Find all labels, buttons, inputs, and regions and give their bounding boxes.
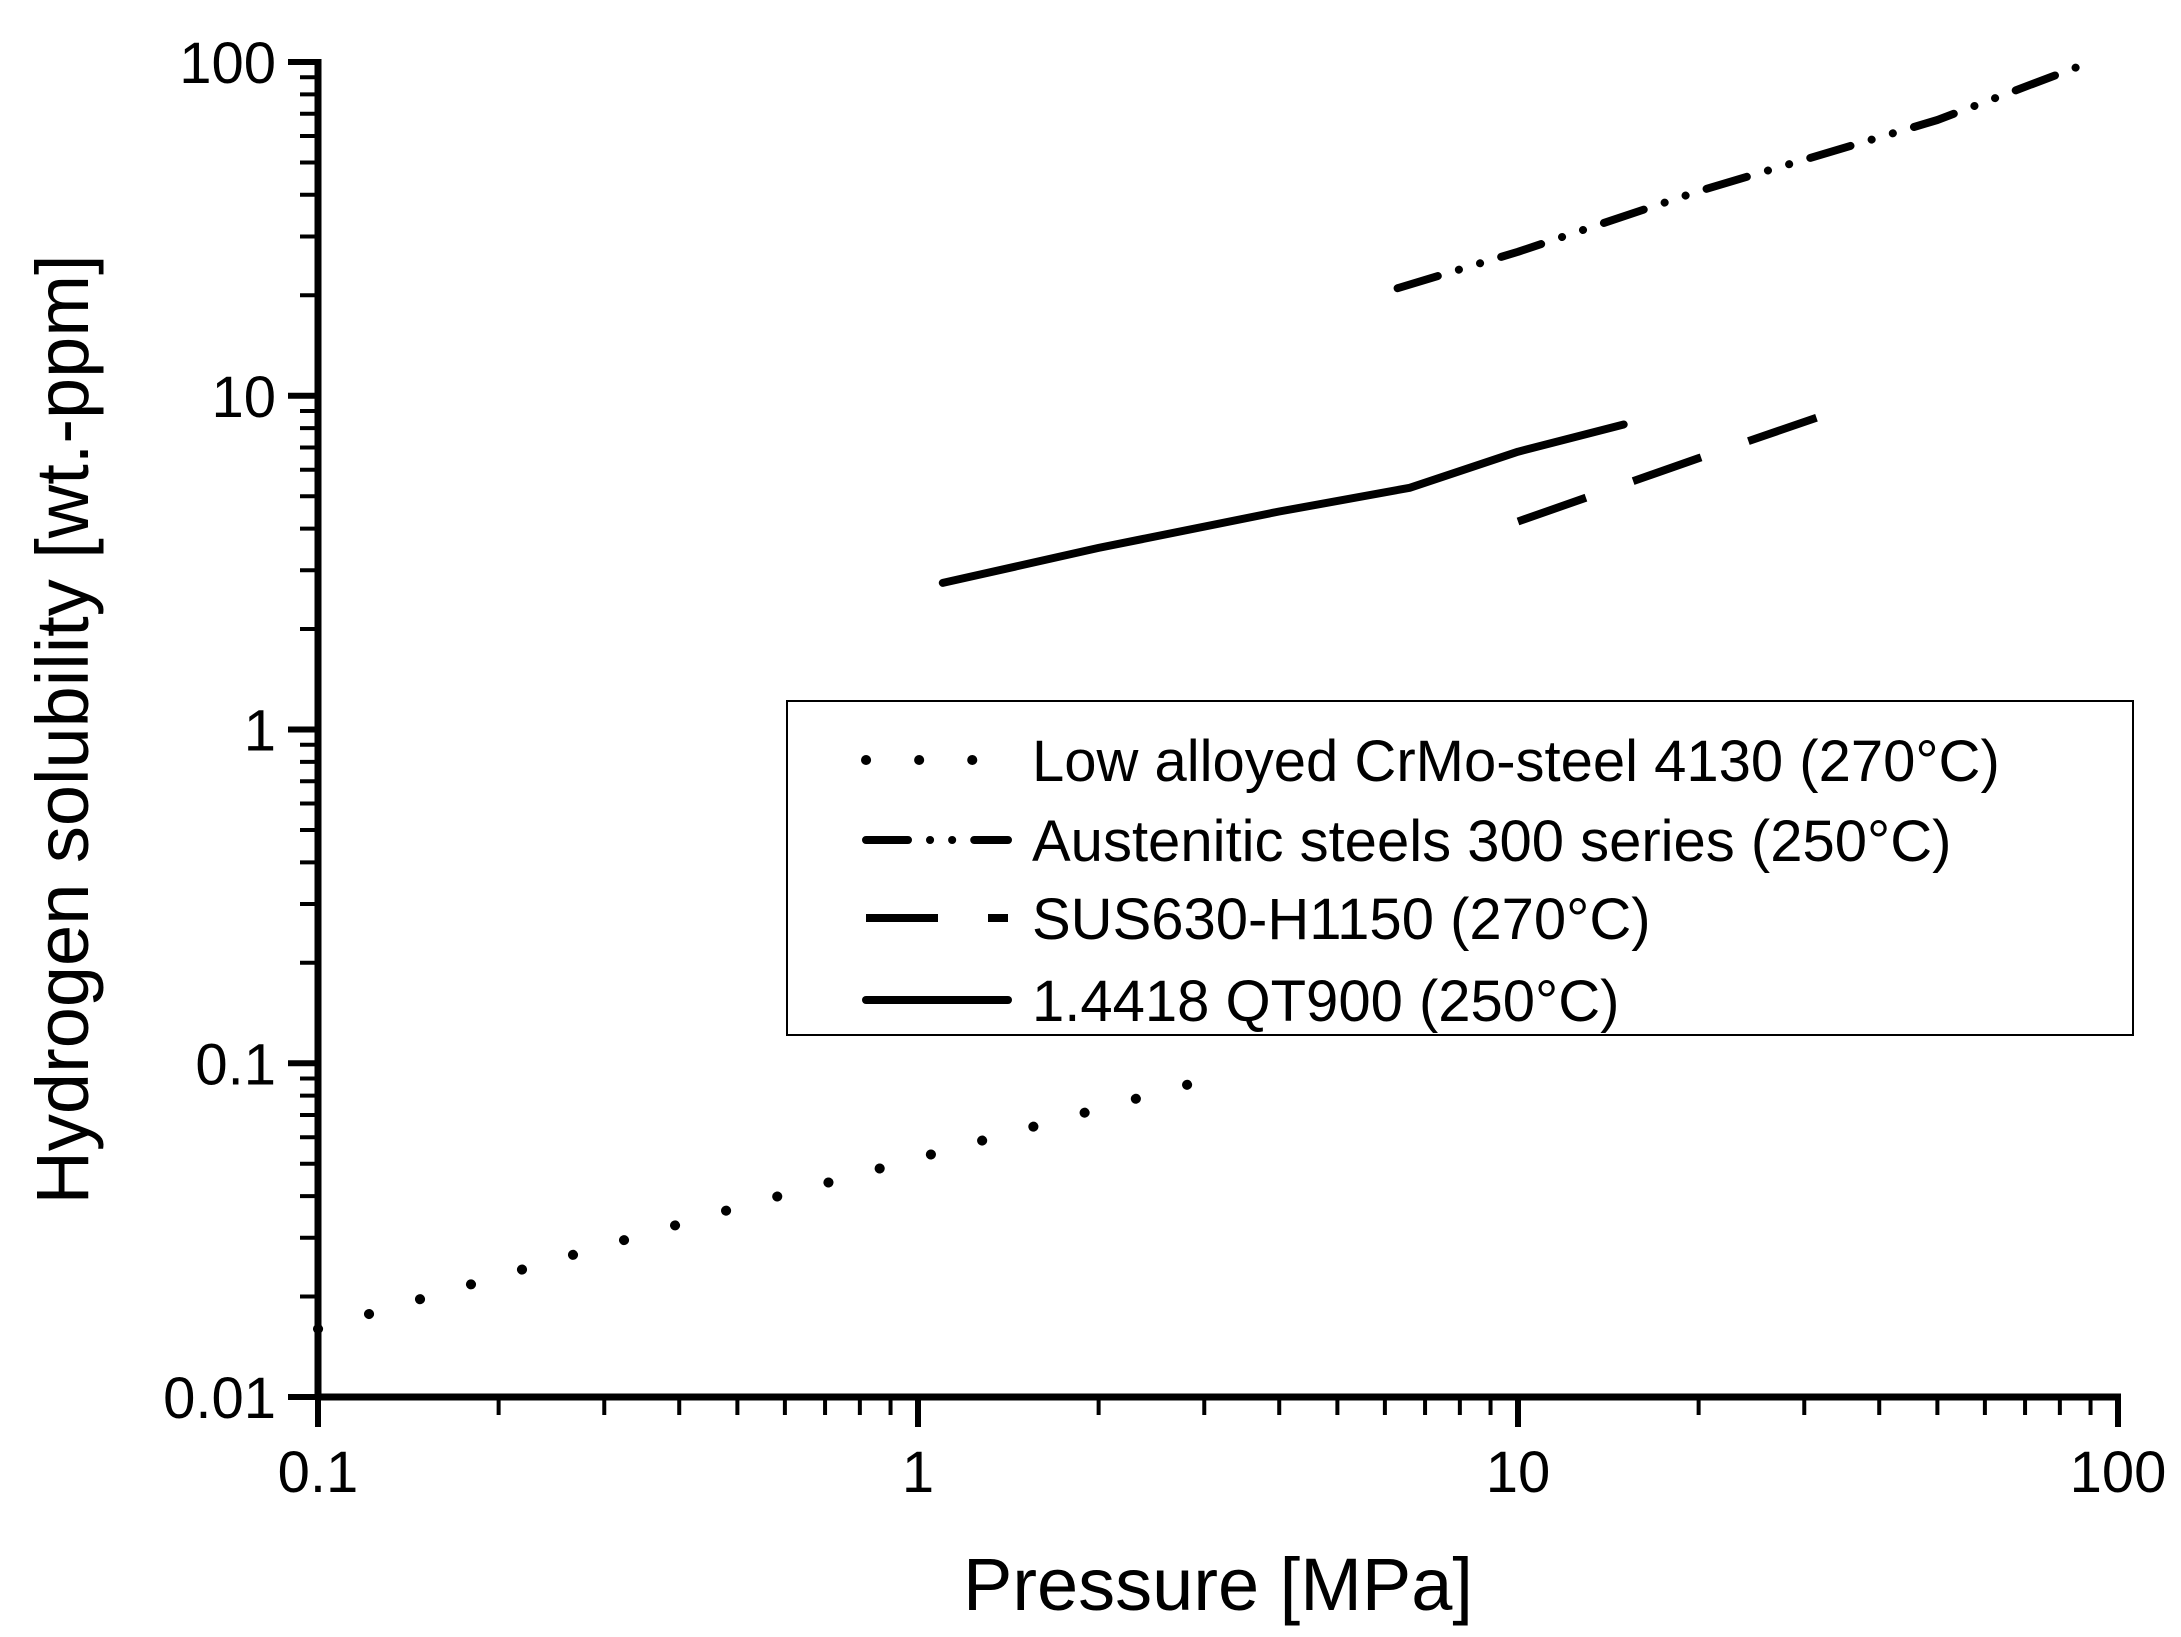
x-axis-title: Pressure [MPa] [963, 1543, 1473, 1626]
legend: Low alloyed CrMo-steel 4130 (270°C) Auste… [786, 700, 2134, 1036]
series-line [1516, 399, 1861, 526]
series-line [313, 1075, 1210, 1334]
x-major-ticks: 0.1 1 10 100 [278, 1397, 2167, 1505]
legend-items: Low alloyed CrMo-steel 4130 (270°C) Auste… [861, 729, 2000, 1034]
series-layer [313, 58, 2095, 1334]
x-tick-label: 10 [1486, 1440, 1551, 1505]
x-tick-label: 100 [2070, 1440, 2167, 1505]
series-line [1393, 58, 2095, 293]
y-tick-label: 10 [211, 365, 276, 430]
x-tick-label: 0.1 [278, 1440, 359, 1505]
legend-label: 1.4418 QT900 (250°C) [1032, 969, 1619, 1034]
series-line [938, 420, 1628, 587]
legend-box [786, 700, 2134, 1036]
x-tick-label: 1 [902, 1440, 934, 1505]
y-axis-title: Hydrogen solubility [wt.-ppm] [21, 254, 104, 1204]
y-tick-label: 0.01 [163, 1366, 276, 1431]
legend-label: SUS630-H1150 (270°C) [1032, 887, 1651, 952]
y-major-ticks: 0.01 0.1 1 10 100 [163, 31, 318, 1431]
y-tick-label: 0.1 [195, 1032, 276, 1097]
y-tick-label: 100 [179, 31, 276, 96]
y-tick-label: 1 [244, 699, 276, 764]
y-minor-ticks [300, 75, 318, 1299]
legend-label: Austenitic steels 300 series (250°C) [1032, 809, 1951, 874]
legend-label: Low alloyed CrMo-steel 4130 (270°C) [1032, 729, 2000, 794]
x-minor-ticks [496, 1397, 2093, 1415]
